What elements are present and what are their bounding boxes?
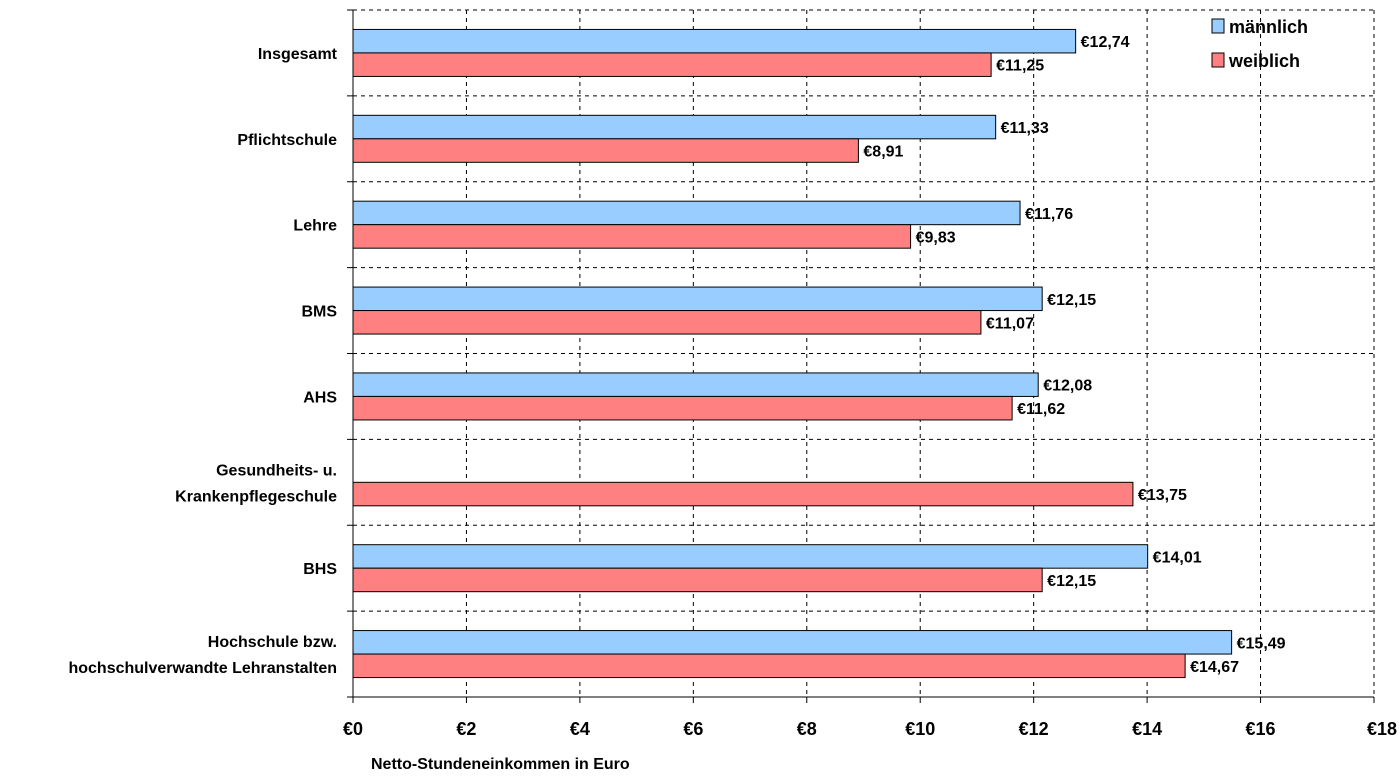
x-tick-label: €18 xyxy=(1367,719,1397,739)
bar-männlich-lehre xyxy=(353,201,1020,225)
data-label-weiblich-bhs: €12,15 xyxy=(1047,573,1096,590)
x-tick-label: €16 xyxy=(1246,719,1276,739)
data-label-männlich-bhs: €14,01 xyxy=(1153,549,1202,566)
bar-weiblich-ahs xyxy=(353,396,1012,420)
category-label-krankenpflegeschule: Krankenpflegeschule xyxy=(175,488,337,505)
category-label-insgesamt: Insgesamt xyxy=(258,46,338,63)
category-label-ahs: AHS xyxy=(303,389,337,406)
gridlines xyxy=(353,10,1374,697)
bar-weiblich-insgesamt xyxy=(353,53,991,77)
bar-weiblich-pflichtschule xyxy=(353,139,858,163)
legend-label-weiblich: weiblich xyxy=(1228,51,1300,71)
data-label-männlich-lehre: €11,76 xyxy=(1025,206,1073,223)
data-label-männlich-bms: €12,15 xyxy=(1047,292,1096,309)
category-label-bms: BMS xyxy=(301,304,337,321)
x-tick-label: €0 xyxy=(343,719,363,739)
data-label-männlich-ahs: €12,08 xyxy=(1043,378,1092,395)
x-tick-label: €2 xyxy=(456,719,476,739)
legend-swatch-weiblich xyxy=(1212,53,1224,67)
data-label-männlich-insgesamt: €12,74 xyxy=(1081,34,1130,51)
data-label-weiblich-lehre: €9,83 xyxy=(916,229,956,246)
data-label-weiblich-krankenpflegeschule: €13,75 xyxy=(1138,487,1187,504)
category-label-bhs: BHS xyxy=(303,561,337,578)
bar-männlich-insgesamt xyxy=(353,29,1076,53)
x-axis-title: Netto-Stundeneinkommen in Euro xyxy=(371,756,630,773)
category-label-hochschulverwandte-lehranstalten: hochschulverwandte Lehranstalten xyxy=(68,660,337,677)
bar-weiblich-hochschulverwandte-lehranstalten xyxy=(353,654,1185,678)
x-tick-labels: €0 €2 €4 €6 €8 €10 €12 €14 €16 €18 xyxy=(343,719,1397,739)
category-label-gesundheits-u: Gesundheits- u. xyxy=(216,462,337,479)
bar-weiblich-bms xyxy=(353,311,981,335)
data-label-weiblich-pflichtschule: €8,91 xyxy=(863,144,903,161)
data-label-männlich-hochschulverwandte-lehranstalten: €15,49 xyxy=(1237,635,1286,652)
data-label-weiblich-bms: €11,07 xyxy=(986,315,1034,332)
bar-männlich-bhs xyxy=(353,545,1148,569)
axes xyxy=(347,10,1374,703)
x-tick-label: €8 xyxy=(797,719,817,739)
legend-swatch-männlich xyxy=(1212,19,1224,33)
bar-männlich-hochschulverwandte-lehranstalten xyxy=(353,631,1232,655)
category-label-lehre: Lehre xyxy=(293,218,337,235)
data-label-männlich-pflichtschule: €11,33 xyxy=(1001,120,1049,137)
data-label-weiblich-hochschulverwandte-lehranstalten: €14,67 xyxy=(1190,659,1239,676)
bar-männlich-bms xyxy=(353,287,1042,311)
legend-label-männlich: männlich xyxy=(1229,17,1308,37)
bar-männlich-pflichtschule xyxy=(353,115,996,139)
x-tick-label: €14 xyxy=(1132,719,1162,739)
category-labels: Insgesamt Pflichtschule Lehre BMS AHS Gesundh… xyxy=(68,46,337,677)
data-label-weiblich-ahs: €11,62 xyxy=(1017,401,1065,418)
x-tick-label: €12 xyxy=(1019,719,1049,739)
x-tick-label: €10 xyxy=(905,719,935,739)
data-label-weiblich-insgesamt: €11,25 xyxy=(996,58,1044,75)
bar-weiblich-krankenpflegeschule xyxy=(353,482,1133,506)
category-label-hochschule-bzw: Hochschule bzw. xyxy=(208,634,337,651)
legend: männlich weiblich xyxy=(1212,17,1308,71)
bar-weiblich-lehre xyxy=(353,225,911,249)
bar-weiblich-bhs xyxy=(353,568,1042,592)
x-tick-label: €6 xyxy=(683,719,703,739)
category-label-pflichtschule: Pflichtschule xyxy=(237,132,337,149)
bar-männlich-ahs xyxy=(353,373,1038,397)
x-tick-label: €4 xyxy=(570,719,590,739)
